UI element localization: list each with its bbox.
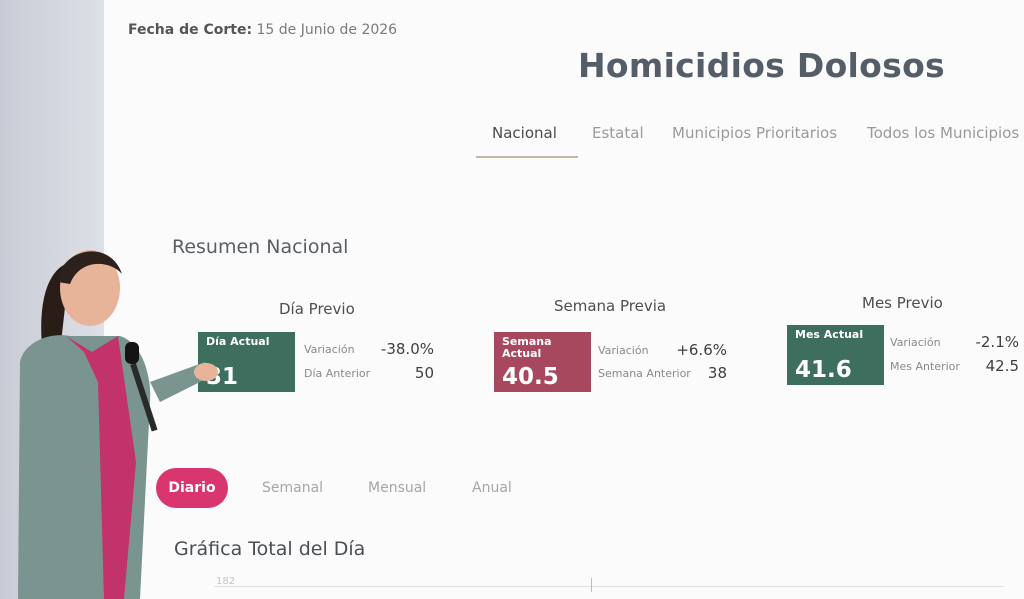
previous-label: Semana Anterior	[598, 367, 691, 380]
tab-municipios-prioritarios[interactable]: Municipios Prioritarios	[672, 124, 838, 142]
variation-value: -2.1%	[975, 333, 1019, 351]
tab-semanal[interactable]: Semanal	[262, 480, 324, 496]
presenter-figure	[18, 250, 218, 599]
card-heading-dia: Día Previo	[279, 300, 355, 318]
cutoff-value: 15 de Junio de 2026	[256, 22, 398, 38]
metric-mes-actual: Mes Actual 41.6	[787, 325, 884, 385]
tab-nacional[interactable]: Nacional	[492, 124, 557, 142]
chart-axis-line	[214, 586, 1004, 587]
previous-label: Mes Anterior	[890, 360, 960, 373]
previous-value: 50	[414, 364, 434, 382]
cutoff-label: Fecha de Corte:	[128, 22, 253, 38]
metric-label: Semana Actual	[502, 335, 552, 360]
chart-axis-tick-label: 182	[216, 576, 236, 587]
tab-anual[interactable]: Anual	[472, 480, 512, 496]
metric-semana-actual: Semana Actual 40.5	[494, 332, 591, 392]
page-title: Homicidios Dolosos	[578, 46, 945, 85]
dashboard-screen: Fecha de Corte: 15 de Junio de 2026 Homi…	[104, 0, 1024, 599]
metric-label: Día Actual	[206, 335, 270, 348]
tab-todos-los-municipios[interactable]: Todos los Municipios	[867, 124, 1020, 142]
variation-value: -38.0%	[380, 340, 434, 358]
metric-value: 41.6	[795, 357, 852, 383]
chart-title: Gráfica Total del Día	[174, 538, 366, 560]
metric-value: 40.5	[502, 364, 559, 390]
variation-label: Variación	[890, 336, 941, 349]
previous-value: 38	[707, 364, 727, 382]
previous-value: 42.5	[985, 357, 1019, 375]
cutoff-date: Fecha de Corte: 15 de Junio de 2026	[128, 22, 397, 38]
chart-axis-tick	[591, 578, 592, 592]
tab-diario[interactable]: Diario	[156, 468, 228, 508]
previous-label: Día Anterior	[304, 367, 371, 380]
tab-estatal[interactable]: Estatal	[592, 124, 644, 142]
active-tab-underline	[476, 156, 578, 158]
summary-title: Resumen Nacional	[172, 236, 349, 258]
card-heading-semana: Semana Previa	[554, 297, 667, 315]
tab-mensual[interactable]: Mensual	[368, 480, 427, 496]
variation-label: Variación	[598, 344, 649, 357]
variation-value: +6.6%	[676, 341, 727, 359]
card-heading-mes: Mes Previo	[862, 294, 943, 312]
metric-label: Mes Actual	[795, 328, 864, 341]
variation-label: Variación	[304, 343, 355, 356]
